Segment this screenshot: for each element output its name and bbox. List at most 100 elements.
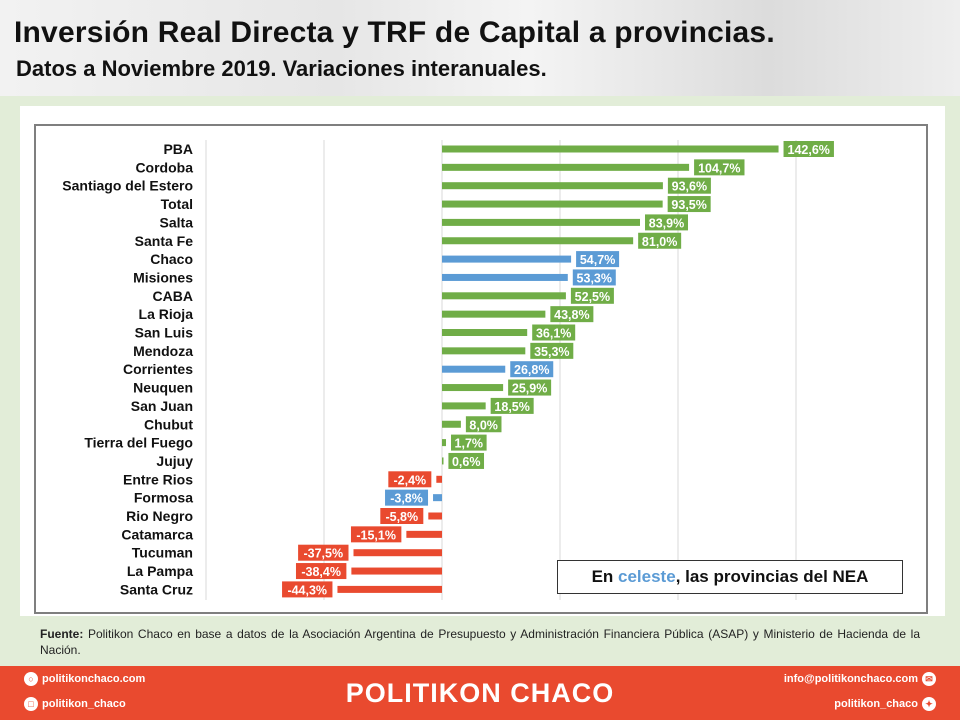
- data-label-bg-8: [570, 287, 614, 304]
- data-label-bg-24: [282, 581, 333, 598]
- category-label-0: PBA: [163, 141, 193, 157]
- data-label-bg-3: [667, 196, 711, 213]
- data-label-text-20: -5,8%: [385, 510, 418, 524]
- bar-2: [442, 182, 663, 190]
- data-label-bg-13: [508, 379, 552, 396]
- data-label-text-9: 43,8%: [554, 308, 589, 322]
- category-label-5: Santa Fe: [135, 233, 194, 249]
- data-label-text-16: 1,7%: [455, 437, 484, 451]
- note-suffix: , las provincias del NEA: [675, 567, 869, 586]
- bar-24: [337, 585, 442, 593]
- data-label-11: 35,3%: [530, 342, 574, 359]
- header-banner: Inversión Real Directa y TRF de Capital …: [0, 0, 960, 96]
- data-label-17: 0,6%: [448, 452, 485, 469]
- bar-10: [442, 329, 528, 336]
- data-label-9: 43,8%: [550, 306, 594, 323]
- data-label-text-6: 54,7%: [580, 253, 615, 267]
- bar-21: [406, 530, 442, 538]
- data-label-bg-9: [550, 306, 594, 323]
- data-label-bg-10: [532, 324, 576, 341]
- data-label-bg-14: [490, 397, 534, 414]
- bar-19: [433, 494, 442, 502]
- category-label-20: Rio Negro: [126, 508, 193, 524]
- data-label-bg-4: [645, 214, 689, 231]
- note-prefix: En: [591, 567, 619, 586]
- data-label-23: -38,4%: [295, 563, 347, 580]
- category-label-22: Tucuman: [132, 545, 193, 561]
- website-label: politikonchaco.com: [42, 672, 146, 685]
- category-label-17: Jujuy: [156, 453, 193, 469]
- data-label-text-12: 26,8%: [514, 363, 549, 377]
- data-label-21: -15,1%: [350, 526, 402, 543]
- data-label-6: 54,7%: [576, 251, 620, 268]
- footer-website[interactable]: ○ politikonchaco.com: [20, 672, 145, 686]
- data-label-4: 83,9%: [645, 214, 689, 231]
- source-label: Fuente:: [40, 627, 84, 641]
- instagram-icon: □: [24, 697, 38, 711]
- bar-12: [442, 365, 506, 373]
- data-label-14: 18,5%: [490, 397, 534, 414]
- data-label-bg-19: [385, 489, 429, 506]
- source-note: Fuente: Politikon Chaco en base a datos …: [40, 626, 920, 658]
- category-label-4: Salta: [160, 214, 194, 230]
- data-label-18: -2,4%: [388, 471, 432, 488]
- data-label-15: 8,0%: [465, 416, 502, 433]
- data-label-20: -5,8%: [380, 508, 424, 524]
- data-label-text-10: 36,1%: [536, 327, 571, 341]
- data-label-bg-17: [448, 452, 485, 469]
- category-label-12: Corrientes: [123, 361, 193, 377]
- category-label-11: Mendoza: [133, 343, 193, 359]
- data-label-bg-18: [388, 471, 432, 488]
- bar-8: [442, 292, 566, 300]
- bar-18: [436, 475, 442, 483]
- bar-16: [442, 439, 447, 447]
- globe-icon: ○: [24, 672, 38, 686]
- data-label-text-17: 0,6%: [452, 455, 481, 469]
- data-label-text-15: 8,0%: [469, 418, 498, 432]
- category-label-15: Chubut: [144, 416, 193, 432]
- data-label-text-2: 93,6%: [672, 180, 707, 194]
- category-label-14: San Juan: [131, 398, 193, 414]
- category-label-8: CABA: [153, 288, 193, 304]
- data-label-text-0: 142,6%: [788, 143, 830, 157]
- data-label-text-13: 25,9%: [512, 382, 547, 396]
- footer-email[interactable]: info@politikonchaco.com ✉: [784, 672, 940, 686]
- bar-5: [442, 237, 634, 245]
- data-label-bg-21: [350, 526, 402, 543]
- footer-bar: [0, 666, 960, 720]
- data-label-text-22: -37,5%: [303, 547, 343, 561]
- data-label-text-24: -44,3%: [287, 583, 327, 597]
- bar-23: [351, 567, 442, 575]
- category-label-16: Tierra del Fuego: [84, 435, 193, 451]
- bar-11: [442, 347, 526, 355]
- category-label-2: Santiago del Estero: [62, 178, 193, 194]
- category-label-13: Neuquen: [133, 380, 193, 396]
- mail-icon: ✉: [922, 672, 936, 686]
- footer-instagram[interactable]: □ politikon_chaco: [20, 697, 126, 711]
- data-label-text-19: -3,8%: [390, 492, 423, 506]
- bar-14: [442, 402, 486, 410]
- email-label: info@politikonchaco.com: [783, 672, 918, 685]
- data-label-text-23: -38,4%: [301, 565, 341, 579]
- data-label-bg-16: [451, 434, 487, 451]
- twitter-label: politikon_chaco: [834, 697, 918, 710]
- category-label-19: Formosa: [134, 490, 193, 506]
- data-label-text-3: 93,5%: [671, 198, 706, 212]
- data-label-text-18: -2,4%: [394, 473, 427, 487]
- note-highlight: celeste: [618, 567, 676, 586]
- bar-9: [442, 310, 546, 318]
- data-label-16: 1,7%: [451, 434, 487, 451]
- instagram-label: politikon_chaco: [42, 697, 126, 710]
- data-label-2: 93,6%: [667, 177, 711, 194]
- data-label-22: -37,5%: [298, 544, 349, 561]
- category-label-6: Chaco: [150, 251, 193, 267]
- nea-note: En celeste, las provincias del NEA: [557, 560, 903, 594]
- twitter-icon: ✦: [922, 697, 936, 711]
- data-label-text-5: 81,0%: [642, 235, 677, 249]
- data-label-bg-7: [572, 269, 616, 286]
- bars: [337, 145, 779, 593]
- bar-1: [442, 163, 690, 171]
- footer-twitter[interactable]: politikon_chaco ✦: [834, 697, 940, 711]
- bar-15: [442, 420, 461, 428]
- page-subtitle: Datos a Noviembre 2019. Variaciones inte…: [16, 56, 547, 81]
